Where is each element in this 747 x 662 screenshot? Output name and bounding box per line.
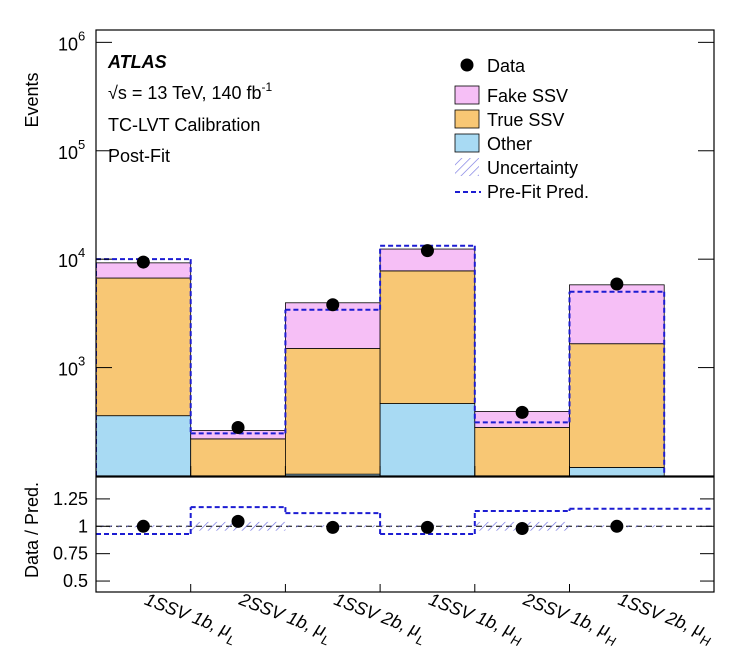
x-label-main: 1SSV 1b, μ: [426, 589, 518, 640]
ratio-data-point: [231, 514, 245, 528]
legend-swatch: [454, 109, 480, 129]
annotation: Post-Fit: [108, 146, 170, 166]
ratio-y-axis-label: Data / Pred.: [22, 482, 42, 578]
legend-marker: [460, 58, 474, 72]
x-tick-label: 1SSV 1b, μL: [140, 589, 241, 648]
y-tick-base: 10: [58, 34, 78, 54]
x-label-main: 1SSV 2b, μ: [615, 589, 707, 640]
annotation-text: √s = 13 TeV, 140 fb: [108, 83, 262, 103]
ratio-y-tick-label: 1: [78, 516, 88, 536]
legend-swatch: [455, 158, 479, 176]
stack-segment: [379, 403, 476, 476]
ratio-data-point: [610, 519, 624, 533]
ratio-y-tick-label: 1.25: [53, 489, 88, 509]
legend-label: Other: [487, 134, 532, 154]
annotation-text: ATLAS: [107, 52, 167, 72]
y-tick-exp: 5: [78, 137, 85, 152]
data-point: [326, 298, 340, 312]
annotation: ATLAS: [107, 52, 167, 72]
legend-label: Data: [487, 56, 526, 76]
legend-swatch: [454, 85, 480, 105]
x-tick-label: 1SSV 1b, μH: [424, 589, 528, 649]
y-tick-exp: 6: [78, 28, 85, 43]
y-tick-label: 104: [58, 245, 85, 271]
ratio-frame: [95, 476, 715, 593]
y-tick-exp: 4: [78, 245, 85, 260]
annotation: TC-LVT Calibration: [108, 115, 260, 135]
stack-segment: [379, 270, 476, 404]
annotation-sup: -1: [262, 80, 273, 94]
x-label-main: 2SSV 1b, μ: [520, 589, 613, 641]
stack-segment: [569, 343, 665, 468]
x-label-main: 1SSV 1b, μ: [142, 589, 234, 640]
y-tick-exp: 3: [78, 354, 85, 369]
ratio-data-point: [420, 520, 434, 534]
annotation-text: Post-Fit: [108, 146, 170, 166]
y-tick-base: 10: [58, 251, 78, 271]
x-tick-label: 1SSV 2b, μL: [329, 589, 430, 648]
stack-segment: [190, 438, 286, 476]
data-point: [231, 421, 245, 435]
y-tick-label: 106: [58, 28, 85, 54]
stack-segment: [474, 427, 570, 476]
x-label-main: 2SSV 1b, μ: [236, 589, 329, 641]
legend-label: Uncertainty: [487, 158, 578, 178]
legend-swatch: [454, 133, 480, 153]
main-frame: [95, 29, 715, 477]
x-tick-label: 1SSV 2b, μH: [613, 589, 717, 649]
ratio-data-point: [136, 519, 150, 533]
annotation: √s = 13 TeV, 140 fb-1: [108, 80, 273, 103]
ratio-data-point: [515, 521, 529, 535]
y-tick-label: 105: [58, 137, 85, 163]
y-tick-base: 10: [58, 143, 78, 163]
stack-segment: [96, 277, 192, 417]
y-tick-base: 10: [58, 360, 78, 380]
ratio-y-tick-label: 0.75: [53, 544, 88, 564]
ratio-y-tick-label: 0.5: [63, 571, 88, 591]
legend-label: Fake SSV: [487, 86, 568, 106]
stack-segment: [569, 284, 665, 345]
data-point: [610, 277, 624, 291]
y-axis-label: Events: [22, 72, 42, 127]
data-point: [136, 255, 150, 269]
legend-label: True SSV: [487, 110, 564, 130]
x-label-main: 1SSV 2b, μ: [331, 589, 423, 640]
x-tick-label: 2SSV 1b, μH: [518, 589, 622, 650]
stack-segment: [284, 348, 381, 475]
main-plot: [96, 244, 666, 476]
annotation-text: TC-LVT Calibration: [108, 115, 260, 135]
data-point: [420, 244, 434, 258]
y-tick-label: 103: [58, 354, 85, 380]
stack-segment: [96, 415, 192, 476]
x-tick-label: 2SSV 1b, μL: [234, 589, 336, 649]
legend-label: Pre-Fit Pred.: [487, 182, 589, 202]
data-point: [515, 405, 529, 419]
ratio-data-point: [326, 520, 340, 534]
